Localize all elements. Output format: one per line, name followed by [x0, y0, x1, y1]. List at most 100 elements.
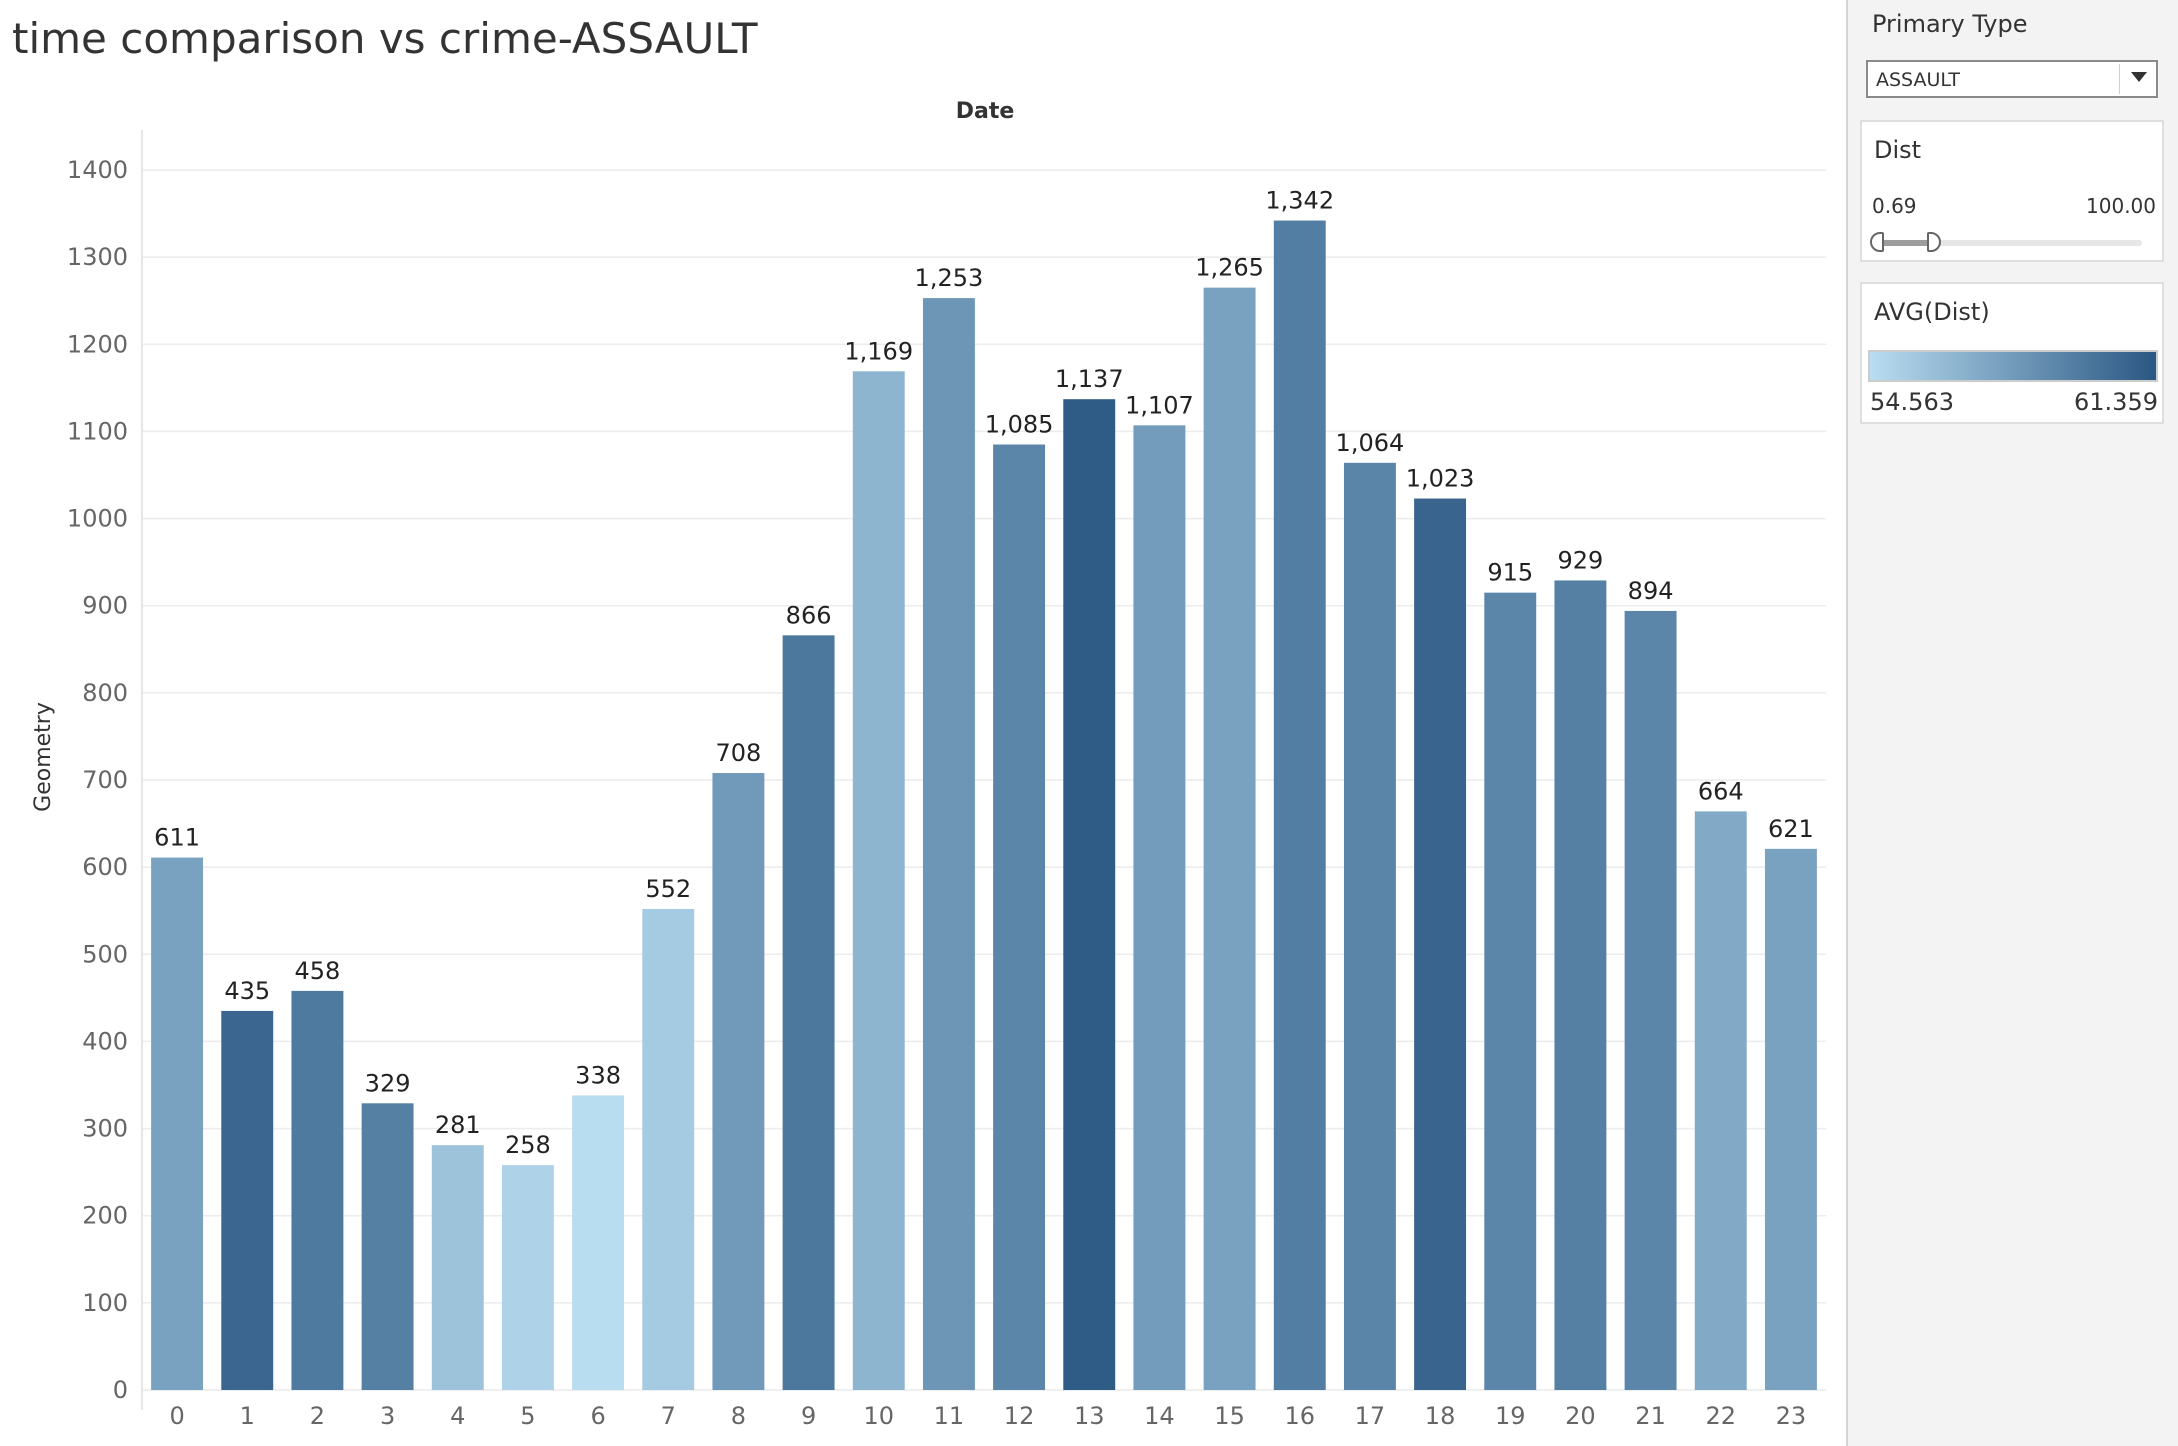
bar-value-label: 708: [716, 739, 762, 767]
x-tick-label: 1: [240, 1402, 255, 1430]
y-axis-title: Geometry: [31, 702, 56, 812]
bar-hour-5[interactable]: [501, 1165, 554, 1390]
x-tick-label: 2: [310, 1402, 325, 1430]
x-tick-label: 11: [934, 1402, 965, 1430]
x-tick-label: 20: [1565, 1402, 1596, 1430]
bar-value-label: 1,342: [1265, 187, 1334, 215]
bar-hour-9[interactable]: [782, 635, 835, 1390]
y-tick-label: 1300: [67, 243, 128, 271]
dropdown-divider: [2119, 64, 2120, 94]
bar-value-label: 338: [575, 1061, 621, 1089]
y-tick-label: 900: [82, 592, 128, 620]
bar-hour-4[interactable]: [431, 1145, 484, 1390]
x-tick-label: 6: [590, 1402, 605, 1430]
bar-hour-12[interactable]: [993, 444, 1046, 1391]
bar-hour-16[interactable]: [1273, 220, 1326, 1391]
dist-slider-min-handle[interactable]: [1870, 232, 1884, 252]
y-tick-label: 800: [82, 679, 128, 707]
dist-title: Dist: [1874, 136, 1922, 164]
bar-hour-21[interactable]: [1624, 610, 1677, 1390]
bar-value-label: 281: [435, 1111, 481, 1139]
bar-value-label: 929: [1558, 546, 1604, 574]
dist-slider-range: [1876, 240, 1933, 246]
bar-hour-0[interactable]: [151, 857, 204, 1390]
y-tick-label: 200: [82, 1202, 128, 1230]
y-tick-label: 700: [82, 766, 128, 794]
bar-hour-8[interactable]: [712, 773, 765, 1390]
x-tick-label: 15: [1214, 1402, 1245, 1430]
bar-hour-14[interactable]: [1133, 425, 1186, 1390]
y-tick-label: 1200: [67, 330, 128, 358]
primary-type-dropdown[interactable]: ASSAULT: [1866, 60, 2158, 98]
bar-hour-22[interactable]: [1694, 811, 1747, 1390]
bar-value-label: 1,137: [1055, 365, 1124, 393]
bar-hour-1[interactable]: [221, 1010, 274, 1390]
bar-hour-18[interactable]: [1414, 498, 1467, 1390]
sidebar: Primary Type ASSAULT Dist 0.69 100.00 AV…: [1846, 0, 2178, 1446]
bars: [151, 220, 1817, 1391]
bar-hour-19[interactable]: [1484, 592, 1537, 1390]
bar-hour-13[interactable]: [1063, 399, 1116, 1391]
x-tick-label: 3: [380, 1402, 395, 1430]
x-tick-label: 21: [1635, 1402, 1666, 1430]
x-tick-label: 12: [1004, 1402, 1035, 1430]
y-tick-label: 400: [82, 1027, 128, 1055]
bar-value-label: 664: [1698, 777, 1744, 805]
bar-value-label: 552: [645, 875, 691, 903]
bar-value-label: 1,085: [985, 411, 1054, 439]
chevron-down-icon[interactable]: [2131, 72, 2147, 82]
bar-value-label: 1,107: [1125, 391, 1194, 419]
bar-hour-11[interactable]: [922, 298, 975, 1391]
x-tick-label: 19: [1495, 1402, 1526, 1430]
dist-slider-track[interactable]: [1870, 232, 2142, 252]
y-tick-label: 600: [82, 853, 128, 881]
bar-value-label: 329: [365, 1069, 411, 1097]
bar-value-label: 1,169: [844, 337, 913, 365]
bar-hour-23[interactable]: [1764, 848, 1817, 1390]
bar-hour-20[interactable]: [1554, 580, 1607, 1390]
primary-type-filter: Primary Type ASSAULT: [1860, 0, 2164, 108]
color-legend: AVG(Dist) 54.563 61.359: [1860, 282, 2164, 424]
y-tick-label: 300: [82, 1115, 128, 1143]
legend-gradient-bar: [1868, 350, 2158, 382]
x-tick-label: 17: [1355, 1402, 1386, 1430]
bar-value-label: 915: [1487, 559, 1533, 587]
bar-value-label: 435: [224, 977, 270, 1005]
bar-hour-15[interactable]: [1203, 287, 1256, 1391]
x-tick-label: 23: [1776, 1402, 1807, 1430]
bar-value-label: 621: [1768, 815, 1814, 843]
legend-min-value: 54.563: [1870, 388, 1954, 416]
bar-value-label: 1,253: [915, 264, 984, 292]
x-axis-title: Date: [956, 99, 1015, 124]
axes: 0100200300400500600700800900100011001200…: [67, 130, 1806, 1430]
x-tick-label: 22: [1705, 1402, 1736, 1430]
bar-hour-10[interactable]: [852, 371, 905, 1390]
y-tick-label: 100: [82, 1289, 128, 1317]
bar-value-label: 458: [295, 957, 341, 985]
x-tick-label: 9: [801, 1402, 816, 1430]
bar-hour-2[interactable]: [291, 990, 344, 1390]
x-tick-label: 16: [1284, 1402, 1315, 1430]
dropdown-value: ASSAULT: [1876, 69, 1960, 91]
dist-max-value: 100.00: [2086, 194, 2156, 218]
x-tick-label: 13: [1074, 1402, 1105, 1430]
dist-filter: Dist 0.69 100.00: [1860, 120, 2164, 262]
bar-value-label: 1,265: [1195, 254, 1264, 282]
bar-chart: 0100200300400500600700800900100011001200…: [31, 99, 1826, 1430]
bar-hour-3[interactable]: [361, 1103, 414, 1390]
bar-hour-6[interactable]: [572, 1095, 625, 1390]
bar-value-label: 894: [1628, 577, 1674, 605]
x-tick-label: 14: [1144, 1402, 1175, 1430]
x-tick-label: 18: [1425, 1402, 1456, 1430]
filter-title: Primary Type: [1872, 10, 2028, 38]
y-tick-label: 1100: [67, 417, 128, 445]
y-tick-label: 1400: [67, 156, 128, 184]
legend-title: AVG(Dist): [1874, 298, 1990, 326]
data-labels: 611 435 458 329 281 258 338 552 708 866 1,169 1,253…: [154, 187, 1814, 1160]
x-tick-label: 4: [450, 1402, 465, 1430]
dist-slider-max-handle[interactable]: [1926, 232, 1941, 252]
bar-hour-7[interactable]: [642, 908, 695, 1390]
x-tick-label: 0: [169, 1402, 184, 1430]
bar-hour-17[interactable]: [1343, 462, 1396, 1390]
y-tick-label: 1000: [67, 505, 128, 533]
